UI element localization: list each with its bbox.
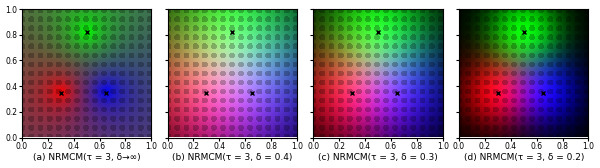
X-axis label: (d) NRMCM(τ = 3, δ = 0.2): (d) NRMCM(τ = 3, δ = 0.2): [464, 153, 584, 162]
X-axis label: (a) NRMCM(τ = 3, δ→∞): (a) NRMCM(τ = 3, δ→∞): [33, 153, 140, 162]
X-axis label: (c) NRMCM(τ = 3, δ = 0.3): (c) NRMCM(τ = 3, δ = 0.3): [318, 153, 438, 162]
X-axis label: (b) NRMCM(τ = 3, δ = 0.4): (b) NRMCM(τ = 3, δ = 0.4): [172, 153, 292, 162]
